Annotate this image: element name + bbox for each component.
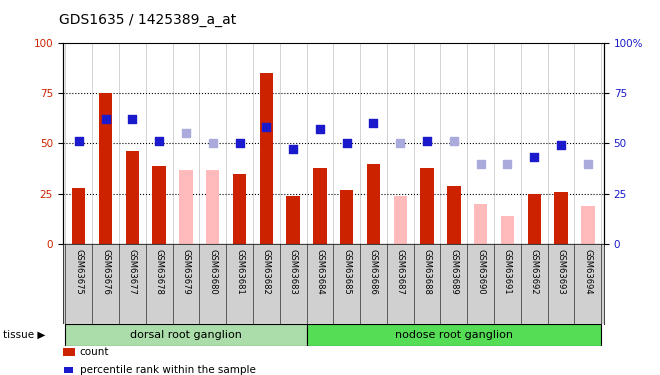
Text: count: count: [80, 347, 110, 357]
Text: GSM63694: GSM63694: [583, 249, 592, 294]
Point: [502, 160, 513, 166]
Point: [127, 116, 138, 122]
Text: GSM63681: GSM63681: [235, 249, 244, 294]
Point: [73, 138, 84, 144]
Point: [154, 138, 164, 144]
Text: dorsal root ganglion: dorsal root ganglion: [130, 330, 242, 340]
Bar: [99, 93, 112, 244]
Point: [234, 141, 245, 147]
Bar: [125, 152, 139, 244]
Bar: [527, 194, 541, 244]
Bar: [233, 174, 246, 244]
Bar: [206, 170, 219, 244]
Text: GSM63684: GSM63684: [315, 249, 325, 294]
Point: [583, 160, 593, 166]
Point: [207, 141, 218, 147]
Point: [288, 147, 298, 153]
Bar: [340, 190, 353, 244]
Text: nodose root ganglion: nodose root ganglion: [395, 330, 513, 340]
Bar: [286, 196, 300, 244]
Text: GSM63682: GSM63682: [262, 249, 271, 294]
Point: [368, 120, 379, 126]
Text: GSM63690: GSM63690: [476, 249, 485, 294]
Text: tissue ▶: tissue ▶: [3, 330, 46, 340]
Text: GSM63675: GSM63675: [75, 249, 83, 294]
Text: GDS1635 / 1425389_a_at: GDS1635 / 1425389_a_at: [59, 13, 237, 27]
Bar: [501, 216, 514, 244]
Text: GSM63677: GSM63677: [128, 249, 137, 294]
Bar: [447, 186, 461, 244]
Point: [100, 116, 111, 122]
Bar: [314, 168, 327, 244]
Text: GSM63686: GSM63686: [369, 249, 378, 294]
Bar: [72, 188, 86, 244]
Text: GSM63676: GSM63676: [101, 249, 110, 294]
Bar: [259, 73, 273, 244]
Text: percentile rank within the sample: percentile rank within the sample: [80, 365, 255, 375]
Text: GSM63683: GSM63683: [288, 249, 298, 294]
Text: GSM63693: GSM63693: [556, 249, 566, 294]
Bar: [180, 170, 193, 244]
Point: [449, 138, 459, 144]
Bar: [367, 164, 380, 244]
Bar: [393, 196, 407, 244]
Text: GSM63691: GSM63691: [503, 249, 512, 294]
Point: [181, 130, 191, 136]
Text: GSM63685: GSM63685: [342, 249, 351, 294]
Text: GSM63689: GSM63689: [449, 249, 458, 294]
Text: GSM63692: GSM63692: [530, 249, 539, 294]
Point: [529, 154, 539, 160]
Point: [556, 142, 566, 148]
Bar: [554, 192, 568, 244]
Bar: [306, 324, 601, 346]
Bar: [474, 204, 487, 244]
Point: [315, 126, 325, 132]
Bar: [420, 168, 434, 244]
Point: [261, 124, 272, 130]
Point: [395, 141, 405, 147]
Text: GSM63687: GSM63687: [396, 249, 405, 294]
Text: GSM63679: GSM63679: [182, 249, 191, 294]
Bar: [581, 206, 595, 244]
Point: [422, 138, 432, 144]
Point: [475, 160, 486, 166]
Point: [341, 141, 352, 147]
Text: GSM63678: GSM63678: [154, 249, 164, 294]
Text: GSM63680: GSM63680: [209, 249, 217, 294]
Bar: [65, 324, 306, 346]
Bar: [152, 165, 166, 244]
Text: GSM63688: GSM63688: [422, 249, 432, 294]
